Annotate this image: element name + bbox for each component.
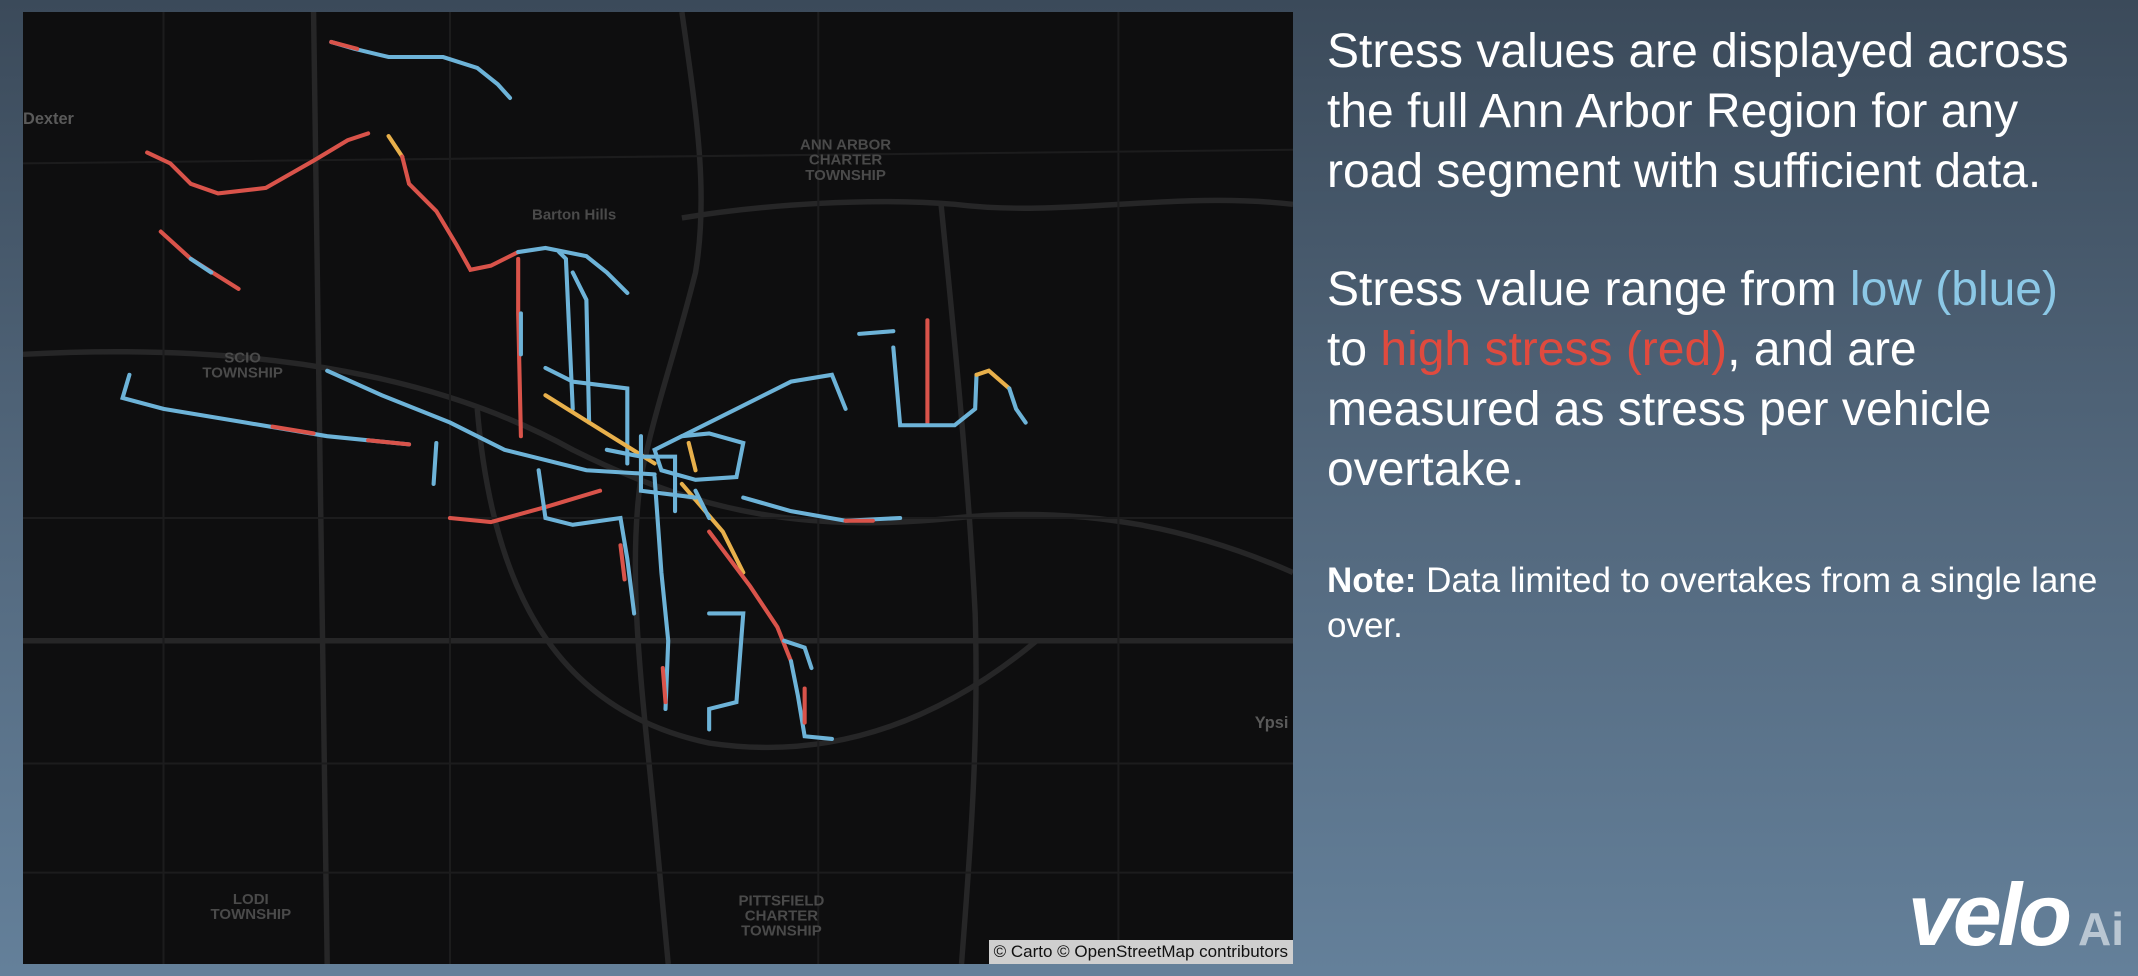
road-segment: [686, 440, 698, 473]
map-label: TOWNSHIP: [805, 167, 886, 184]
map-canvas: Dexter Barton Hills ANN ARBOR CHARTER TO…: [23, 12, 1293, 964]
note-label: Note:: [1327, 561, 1417, 600]
note-text: Data limited to overtakes from a single …: [1327, 561, 2098, 645]
road-segment: [679, 372, 848, 439]
info-panel: Stress values are displayed across the f…: [1327, 22, 2107, 648]
road-segment: [679, 481, 746, 575]
map-label: Barton Hills: [532, 206, 616, 223]
map-layer: [120, 39, 1028, 742]
road: [23, 348, 1293, 576]
road-segment: [707, 529, 794, 664]
road-segment: [974, 368, 1012, 391]
map-label: PITTSFIELD: [739, 892, 825, 909]
road-segment: [431, 440, 439, 486]
road-segment: [618, 543, 627, 582]
road: [938, 204, 979, 964]
road: [681, 197, 1293, 221]
road-segment: [329, 39, 360, 51]
road: [632, 12, 704, 964]
road-segment: [536, 468, 637, 616]
map: Dexter Barton Hills ANN ARBOR CHARTER TO…: [23, 12, 1293, 964]
road-segment: [570, 270, 592, 425]
intro-text: Stress values are displayed across the f…: [1327, 25, 2069, 198]
road: [474, 408, 1039, 751]
map-label: TOWNSHIP: [202, 365, 283, 382]
map-label: CHARTER: [809, 152, 883, 169]
range-low: low (blue): [1849, 263, 2058, 316]
road-segment: [543, 393, 657, 466]
road-segment: [891, 345, 979, 428]
map-label: Dexter: [23, 110, 75, 128]
road-segment: [145, 131, 371, 196]
road-segment: [788, 659, 834, 742]
attribution: © Carto © OpenStreetMap contributors: [988, 940, 1293, 964]
road-segment: [518, 250, 575, 411]
range-text: Stress value range from low (blue) to hi…: [1327, 260, 2107, 500]
road: [310, 12, 330, 964]
range-high: high stress (red): [1380, 323, 1728, 376]
road-segment: [782, 638, 814, 671]
logo-wordmark: velo: [1907, 865, 2072, 964]
road-segment: [400, 154, 521, 273]
logo: velo Ai: [1908, 864, 2124, 966]
road-segment: [188, 256, 214, 275]
range-tail: , and are measured as stress per vehicle…: [1327, 323, 1992, 496]
road-segment: [158, 229, 241, 291]
road-segment: [516, 256, 523, 439]
map-layer: [23, 12, 1293, 964]
road-segment: [604, 434, 698, 514]
road-segment: [120, 372, 412, 447]
road-segment: [447, 488, 603, 525]
note: Note: Data limited to overtakes from a s…: [1327, 558, 2107, 648]
map-label: TOWNSHIP: [741, 922, 822, 939]
range-to: to: [1327, 323, 1368, 376]
road-segment: [652, 475, 671, 711]
road-segment: [660, 665, 668, 705]
road-segment: [516, 245, 630, 296]
road-segment: [386, 134, 405, 159]
road-segment: [857, 329, 896, 336]
range-lead: Stress value range from: [1327, 263, 1837, 316]
road-segment: [1007, 386, 1028, 425]
road-segment: [543, 365, 630, 466]
map-label: CHARTER: [745, 907, 819, 924]
map-label: Ypsi: [1255, 714, 1289, 732]
road-segment: [325, 368, 657, 477]
road-segment: [693, 488, 746, 732]
logo-suffix: Ai: [2078, 903, 2124, 955]
road-segment: [270, 424, 412, 447]
map-label: LODI: [233, 891, 269, 908]
map-label: ANN ARBOR: [800, 137, 891, 154]
map-label: SCIO: [224, 350, 261, 367]
map-label: TOWNSHIP: [211, 906, 292, 923]
